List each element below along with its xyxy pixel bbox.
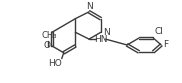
Text: HO: HO: [48, 59, 62, 68]
Text: Cl: Cl: [154, 27, 163, 36]
Text: O: O: [43, 41, 50, 50]
Text: F: F: [163, 41, 168, 49]
Text: N: N: [103, 28, 109, 37]
Text: CH₃: CH₃: [41, 31, 57, 40]
Text: HN: HN: [94, 35, 108, 44]
Text: N: N: [86, 2, 92, 11]
